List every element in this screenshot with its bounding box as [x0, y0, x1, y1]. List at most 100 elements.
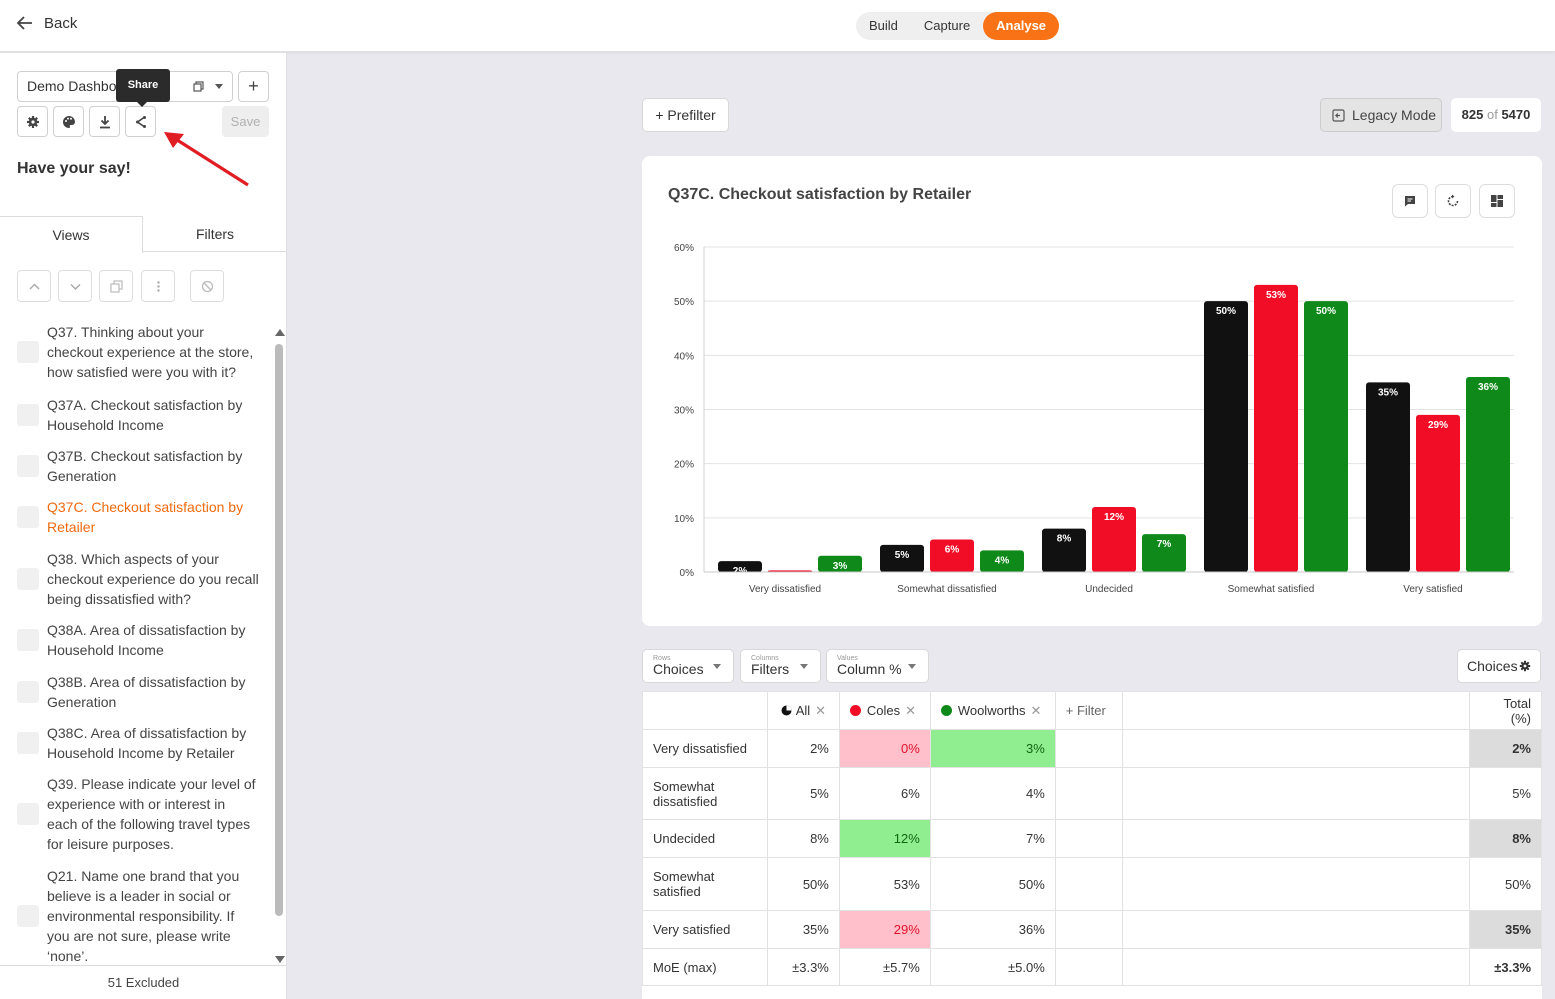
- spacer-cell: [1121, 767, 1470, 820]
- scroll-down-icon[interactable]: [275, 956, 285, 963]
- bar: [930, 539, 974, 572]
- view-checkbox[interactable]: [17, 506, 39, 528]
- bar: [818, 555, 862, 572]
- duplicate-view-button[interactable]: [99, 270, 133, 302]
- x-tick-label: Very dissatisfied: [749, 584, 821, 595]
- list-item[interactable]: Q38B. Area of dissatisfaction by Generat…: [0, 671, 272, 713]
- block-icon: [201, 280, 213, 292]
- dashboard-title: Have your say!: [17, 160, 131, 177]
- view-checkbox[interactable]: [17, 455, 39, 477]
- view-label: Q21. Name one brand that you believe is …: [47, 868, 240, 964]
- total-cell: 35%: [1468, 910, 1542, 949]
- results-table: All ✕ Coles ✕ Woolworths ✕ + Filter Total (…: [642, 691, 1542, 986]
- mode-analyse[interactable]: Analyse: [983, 12, 1060, 40]
- excluded-count: 51 Excluded: [0, 965, 287, 999]
- view-label: Q38C. Area of dissatisfaction by Househo…: [47, 725, 247, 761]
- add-dashboard-button[interactable]: +: [238, 71, 269, 102]
- table-row: Very dissatisfied 2% 0% 3% 2%: [642, 729, 1542, 768]
- columns-select[interactable]: Columns Filters: [740, 649, 821, 683]
- views-scrollbar[interactable]: [273, 329, 285, 963]
- count-total: 5470: [1501, 107, 1531, 122]
- scroll-up-icon[interactable]: [275, 329, 285, 336]
- back-button[interactable]: Back: [16, 14, 77, 32]
- tab-filters[interactable]: Filters: [195, 226, 235, 242]
- list-item[interactable]: Q37B. Checkout satisfaction by Generatio…: [0, 445, 272, 487]
- sidebar: Demo Dashboa + Save Share Have your say!…: [0, 53, 287, 999]
- list-item[interactable]: Q38A. Area of dissatisfaction by Househo…: [0, 619, 272, 661]
- view-label: Q37C. Checkout satisfaction by Retailer: [47, 499, 244, 535]
- download-button[interactable]: [89, 106, 120, 137]
- chevron-up-icon: [28, 282, 40, 290]
- view-checkbox[interactable]: [17, 681, 39, 703]
- list-item[interactable]: Q37A. Checkout satisfaction by Household…: [0, 394, 272, 436]
- response-count: 825 of 5470: [1451, 98, 1541, 132]
- comment-button[interactable]: [1392, 184, 1428, 218]
- y-tick-label: 10%: [674, 514, 694, 525]
- bar: [1416, 414, 1460, 572]
- view-checkbox[interactable]: [17, 803, 39, 825]
- bar: [1042, 528, 1086, 572]
- view-checkbox[interactable]: [17, 568, 39, 590]
- move-down-button[interactable]: [58, 270, 92, 302]
- top-bar: Back Build Capture Analyse: [0, 0, 1555, 52]
- table-cell: ±5.7%: [838, 948, 931, 986]
- spacer-cell: [1121, 948, 1470, 986]
- bar: [980, 550, 1024, 572]
- list-item[interactable]: Q37. Thinking about your checkout experi…: [0, 321, 272, 383]
- legacy-icon: [1332, 109, 1345, 122]
- more-options-button[interactable]: [141, 270, 175, 302]
- more-vertical-icon: [156, 280, 160, 292]
- values-select[interactable]: Values Column %: [826, 649, 929, 683]
- choices-settings-button[interactable]: Choices: [1457, 649, 1541, 683]
- legacy-mode-button[interactable]: Legacy Mode: [1320, 98, 1442, 132]
- layout-button[interactable]: [1479, 184, 1515, 218]
- row-label: Undecided: [642, 819, 768, 858]
- view-checkbox[interactable]: [17, 341, 39, 363]
- chevron-down-icon: [800, 664, 808, 669]
- theme-button[interactable]: [53, 106, 84, 137]
- close-icon[interactable]: ✕: [1030, 702, 1042, 718]
- settings-button[interactable]: [17, 106, 48, 137]
- view-checkbox[interactable]: [17, 629, 39, 651]
- close-icon[interactable]: ✕: [905, 702, 917, 718]
- table-cell: 3%: [929, 729, 1056, 768]
- list-item[interactable]: Q37C. Checkout satisfaction by Retailer: [0, 496, 272, 538]
- count-n: 825: [1461, 107, 1484, 122]
- add-filter-button[interactable]: + Filter: [1054, 691, 1123, 730]
- list-item[interactable]: Q39. Please indicate your level of exper…: [0, 773, 272, 855]
- dashboard-layout-icon: [1491, 195, 1503, 207]
- y-tick-label: 40%: [674, 351, 694, 362]
- prefilter-button[interactable]: + Prefilter: [642, 98, 729, 132]
- total-header: Total (%): [1468, 691, 1542, 730]
- copy-icon[interactable]: [193, 81, 204, 92]
- rows-select[interactable]: Rows Choices: [642, 649, 734, 683]
- chevron-down-icon: [908, 664, 916, 669]
- save-button[interactable]: Save: [222, 106, 269, 137]
- mode-capture[interactable]: Capture: [923, 18, 971, 33]
- table-cell: 35%: [766, 910, 840, 949]
- column-header-woolworths[interactable]: Woolworths ✕: [929, 691, 1056, 730]
- refresh-button[interactable]: [1435, 184, 1471, 218]
- view-checkbox[interactable]: [17, 905, 39, 927]
- filter-cell: [1054, 767, 1123, 820]
- view-checkbox[interactable]: [17, 404, 39, 426]
- share-button[interactable]: [125, 106, 156, 137]
- scroll-thumb[interactable]: [275, 344, 283, 916]
- data-label: 50%: [1316, 306, 1336, 317]
- table-cell: 8%: [766, 819, 840, 858]
- move-up-button[interactable]: [17, 270, 51, 302]
- comment-icon: [1405, 196, 1415, 207]
- tab-views[interactable]: Views: [0, 216, 143, 253]
- view-checkbox[interactable]: [17, 732, 39, 754]
- list-item[interactable]: Q38. Which aspects of your checkout expe…: [0, 548, 272, 610]
- data-label: 53%: [1266, 290, 1286, 301]
- close-icon[interactable]: ✕: [815, 702, 827, 718]
- list-item[interactable]: Q38C. Area of dissatisfaction by Househo…: [0, 722, 272, 764]
- mode-build[interactable]: Build: [869, 18, 898, 33]
- column-header-coles[interactable]: Coles ✕: [838, 691, 931, 730]
- list-item[interactable]: Q21. Name one brand that you believe is …: [0, 865, 272, 965]
- exclude-view-button[interactable]: [190, 270, 224, 302]
- table-cell: ±3.3%: [766, 948, 840, 986]
- annotation-arrow-icon: [164, 132, 249, 187]
- column-header-all[interactable]: All ✕: [766, 691, 840, 730]
